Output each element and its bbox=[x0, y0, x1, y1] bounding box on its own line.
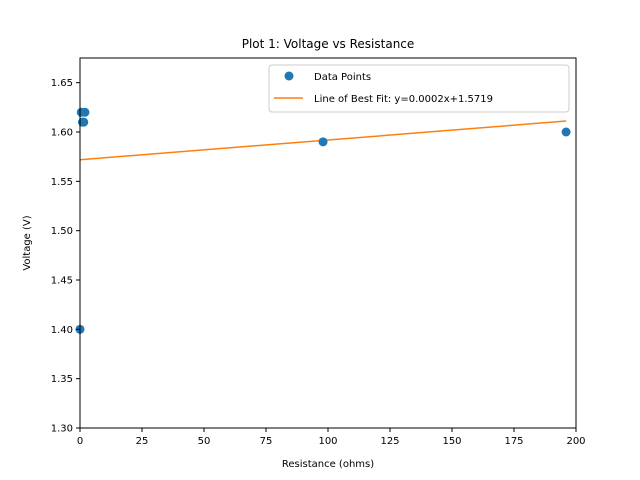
y-axis-title: Voltage (V) bbox=[22, 215, 33, 270]
data-point bbox=[561, 127, 571, 137]
x-axis-title: Resistance (ohms) bbox=[282, 459, 374, 470]
legend-marker-data-points bbox=[284, 71, 294, 81]
y-tick-label: 1.30 bbox=[51, 424, 73, 435]
legend-label-data-points: Data Points bbox=[314, 72, 371, 83]
x-tick-label: 175 bbox=[504, 436, 523, 447]
x-axis: 0 25 50 75 100 125 150 175 200 bbox=[77, 428, 586, 447]
data-point bbox=[79, 117, 89, 127]
chart-title: Plot 1: Voltage vs Resistance bbox=[242, 37, 415, 51]
x-tick-label: 25 bbox=[136, 436, 149, 447]
y-tick-label: 1.45 bbox=[51, 276, 73, 287]
plot-area bbox=[75, 107, 571, 334]
y-tick-label: 1.40 bbox=[51, 325, 73, 336]
y-tick-label: 1.60 bbox=[51, 128, 73, 139]
y-tick-label: 1.55 bbox=[51, 177, 73, 188]
y-tick-label: 1.65 bbox=[51, 78, 73, 89]
y-tick-label: 1.35 bbox=[51, 374, 73, 385]
x-tick-label: 100 bbox=[318, 436, 337, 447]
x-tick-label: 200 bbox=[566, 436, 585, 447]
x-tick-label: 150 bbox=[442, 436, 461, 447]
data-point bbox=[318, 137, 328, 147]
data-point bbox=[80, 107, 90, 117]
y-axis: 1.30 1.35 1.40 1.45 1.50 1.55 1.60 1.65 bbox=[51, 78, 80, 435]
axes-frame bbox=[79, 57, 577, 429]
x-tick-label: 50 bbox=[198, 436, 211, 447]
x-tick-label: 0 bbox=[77, 436, 83, 447]
x-tick-label: 75 bbox=[260, 436, 273, 447]
x-tick-label: 125 bbox=[380, 436, 399, 447]
y-tick-label: 1.50 bbox=[51, 226, 73, 237]
legend-box bbox=[268, 64, 570, 113]
legend: Data Points Line of Best Fit: y=0.0002x+… bbox=[268, 64, 570, 113]
legend-label-best-fit: Line of Best Fit: y=0.0002x+1.5719 bbox=[314, 94, 493, 105]
